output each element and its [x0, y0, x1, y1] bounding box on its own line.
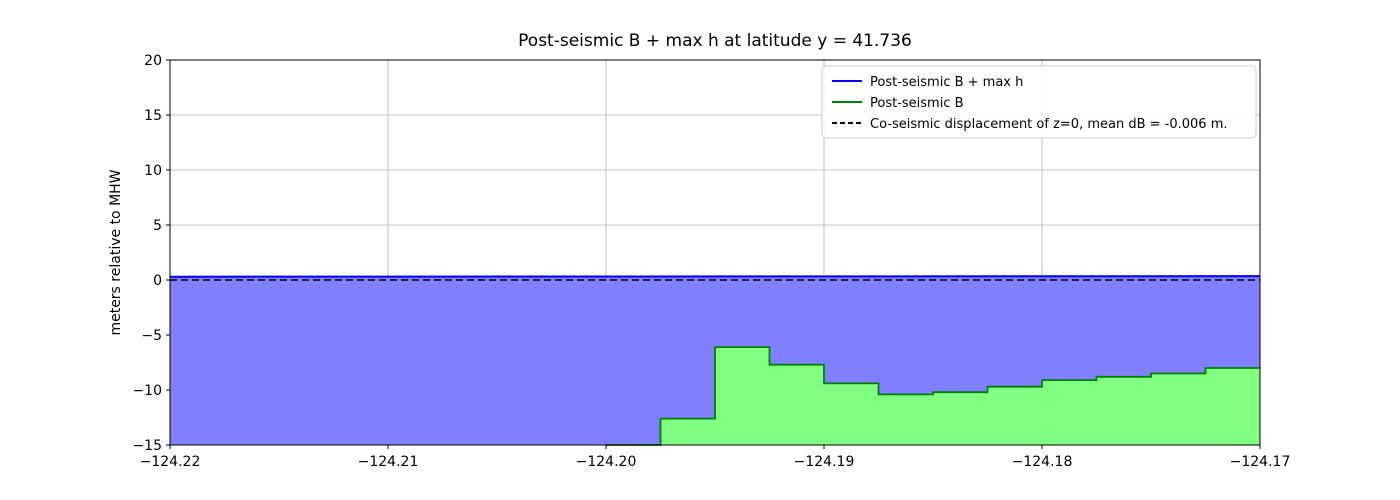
y-tick-label: 10 — [144, 163, 162, 179]
x-tick-label: −124.17 — [1230, 454, 1291, 470]
y-tick-label: 15 — [144, 108, 162, 124]
legend-label: Post-seismic B + max h — [870, 75, 1023, 90]
water-surface-line — [169, 275, 1261, 278]
y-tick-label: 0 — [153, 273, 162, 289]
chart-title: Post-seismic B + max h at latitude y = 4… — [518, 31, 912, 51]
x-tick-label: −124.22 — [140, 454, 201, 470]
y-tick-label: 5 — [153, 218, 162, 234]
legend-box — [821, 65, 1257, 139]
y-axis-label: meters relative to MHW — [108, 169, 124, 335]
x-tick-label: −124.21 — [358, 454, 419, 470]
legend-label: Post-seismic B — [870, 96, 964, 111]
topography-line — [606, 346, 1260, 446]
x-tick-label: −124.19 — [794, 454, 855, 470]
x-tick-label: −124.18 — [1012, 454, 1073, 470]
axes-frame — [169, 59, 1261, 446]
topography-fill — [606, 347, 1260, 445]
y-tick-label: −15 — [132, 438, 162, 454]
legend-label: Co-seismic displacement of z=0, mean dB … — [870, 117, 1228, 132]
y-tick-label: 20 — [144, 53, 162, 69]
ticks — [166, 59, 1261, 449]
x-tick-label: −124.20 — [576, 454, 637, 470]
y-tick-label: −5 — [141, 328, 162, 344]
y-tick-label: −10 — [132, 383, 162, 399]
